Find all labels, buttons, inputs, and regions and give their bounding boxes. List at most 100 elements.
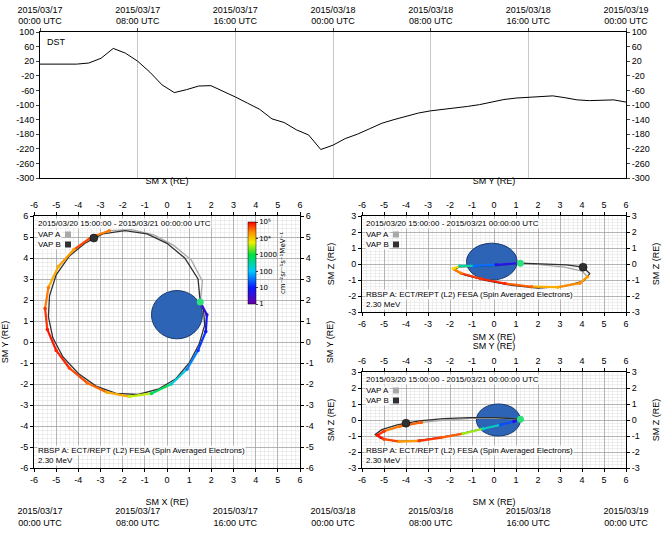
svg-text:2015/03/1716:00 UTC: 2015/03/1716:00 UTC — [213, 5, 258, 27]
svg-text:0: 0 — [491, 319, 496, 329]
svg-text:3: 3 — [557, 200, 562, 210]
svg-text:-3: -3 — [424, 475, 432, 485]
svg-text:2: 2 — [535, 200, 540, 210]
svg-text:3: 3 — [557, 319, 562, 329]
svg-text:60: 60 — [632, 42, 642, 52]
svg-text:-6: -6 — [30, 200, 38, 210]
svg-text:2015/03/1900:00 UTC: 2015/03/1900:00 UTC — [603, 5, 648, 27]
svg-text:-6: -6 — [358, 200, 366, 210]
svg-text:-2: -2 — [348, 447, 356, 457]
svg-text:1000: 1000 — [259, 251, 277, 259]
svg-text:SM Y (RE): SM Y (RE) — [473, 176, 516, 186]
svg-text:2: 2 — [209, 200, 214, 210]
svg-text:SM Z (RE): SM Z (RE) — [326, 399, 336, 442]
svg-text:-5: -5 — [380, 475, 388, 485]
svg-text:2015/03/1816:00 UTC: 2015/03/1816:00 UTC — [506, 5, 551, 27]
svg-text:SM Z (RE): SM Z (RE) — [651, 243, 661, 286]
svg-text:3: 3 — [231, 200, 236, 210]
svg-text:RBSP A: ECT/REPT (L2) FESA (Sp: RBSP A: ECT/REPT (L2) FESA (Spin Average… — [366, 446, 573, 455]
svg-text:2.30 MeV: 2.30 MeV — [366, 456, 401, 465]
svg-text:SM X (RE): SM X (RE) — [145, 176, 188, 186]
svg-text:-2: -2 — [632, 291, 640, 301]
svg-text:2: 2 — [632, 227, 637, 237]
svg-text:100: 100 — [19, 27, 34, 37]
svg-text:2: 2 — [632, 383, 637, 393]
svg-text:60: 60 — [24, 42, 34, 52]
svg-text:0: 0 — [491, 475, 496, 485]
svg-text:20: 20 — [24, 56, 34, 66]
svg-text:cm⁻²sr⁻¹s⁻¹MeV⁻¹: cm⁻²sr⁻¹s⁻¹MeV⁻¹ — [279, 232, 287, 294]
svg-text:3: 3 — [306, 274, 311, 284]
svg-text:-6: -6 — [358, 356, 366, 366]
svg-text:-60: -60 — [632, 86, 645, 96]
svg-text:-220: -220 — [632, 144, 650, 154]
svg-text:2015/03/1716:00 UTC: 2015/03/1716:00 UTC — [213, 506, 258, 528]
svg-text:3: 3 — [351, 211, 356, 221]
svg-text:-4: -4 — [306, 421, 314, 431]
svg-text:-5: -5 — [52, 200, 60, 210]
svg-text:-2: -2 — [348, 291, 356, 301]
svg-text:0: 0 — [306, 337, 311, 347]
svg-text:-2: -2 — [446, 475, 454, 485]
svg-text:-5: -5 — [52, 475, 60, 485]
svg-text:6: 6 — [306, 211, 311, 221]
svg-text:-260: -260 — [632, 159, 650, 169]
svg-text:2015/03/1700:00 UTC: 2015/03/1700:00 UTC — [17, 506, 62, 528]
svg-text:-1: -1 — [141, 200, 149, 210]
svg-text:10⁴: 10⁴ — [259, 235, 271, 243]
svg-text:1: 1 — [187, 200, 192, 210]
svg-text:0: 0 — [164, 475, 169, 485]
svg-text:-4: -4 — [402, 319, 410, 329]
svg-text:-2: -2 — [446, 200, 454, 210]
svg-text:1: 1 — [513, 356, 518, 366]
svg-text:-60: -60 — [21, 86, 34, 96]
svg-text:0: 0 — [351, 259, 356, 269]
svg-text:-3: -3 — [424, 356, 432, 366]
svg-text:-1: -1 — [468, 356, 476, 366]
svg-text:RBSP A: ECT/REPT (L2) FESA (Sp: RBSP A: ECT/REPT (L2) FESA (Spin Average… — [366, 290, 573, 299]
svg-text:-6: -6 — [20, 463, 28, 473]
svg-text:4: 4 — [253, 475, 258, 485]
svg-text:2: 2 — [23, 295, 28, 305]
svg-text:5: 5 — [601, 475, 606, 485]
svg-text:-1: -1 — [348, 431, 356, 441]
svg-text:-2: -2 — [632, 447, 640, 457]
svg-text:100: 100 — [632, 27, 647, 37]
svg-text:6: 6 — [297, 475, 302, 485]
svg-text:3: 3 — [632, 211, 637, 221]
svg-text:2: 2 — [351, 383, 356, 393]
svg-text:2: 2 — [535, 356, 540, 366]
svg-text:-4: -4 — [402, 200, 410, 210]
svg-text:1: 1 — [513, 319, 518, 329]
svg-text:5: 5 — [275, 475, 280, 485]
svg-text:1: 1 — [513, 200, 518, 210]
svg-text:-3: -3 — [424, 319, 432, 329]
svg-text:-180: -180 — [632, 129, 650, 139]
svg-text:2015/03/1816:00 UTC: 2015/03/1816:00 UTC — [506, 506, 551, 528]
svg-text:1: 1 — [306, 316, 311, 326]
svg-text:2.30 MeV: 2.30 MeV — [366, 300, 401, 309]
svg-text:0: 0 — [351, 415, 356, 425]
svg-text:-140: -140 — [16, 115, 34, 125]
svg-text:-220: -220 — [16, 144, 34, 154]
svg-text:1: 1 — [23, 316, 28, 326]
svg-text:3: 3 — [632, 367, 637, 377]
svg-text:-3: -3 — [96, 475, 104, 485]
svg-text:-180: -180 — [16, 129, 34, 139]
svg-text:-4: -4 — [74, 475, 82, 485]
svg-text:-1: -1 — [632, 431, 640, 441]
svg-text:-2: -2 — [119, 200, 127, 210]
svg-text:VAP B: VAP B — [366, 396, 389, 405]
svg-text:2015/03/1800:00 UTC: 2015/03/1800:00 UTC — [310, 506, 355, 528]
svg-text:2: 2 — [535, 475, 540, 485]
svg-text:2015/03/1708:00 UTC: 2015/03/1708:00 UTC — [115, 506, 160, 528]
svg-text:6: 6 — [297, 200, 302, 210]
svg-text:-1: -1 — [348, 275, 356, 285]
svg-text:RBSP A: ECT/REPT (L2) FESA (Sp: RBSP A: ECT/REPT (L2) FESA (Spin Average… — [38, 446, 245, 455]
svg-text:4: 4 — [253, 200, 258, 210]
svg-text:0: 0 — [164, 200, 169, 210]
svg-text:SM X (RE): SM X (RE) — [472, 332, 515, 342]
svg-text:5: 5 — [275, 200, 280, 210]
svg-text:3: 3 — [557, 475, 562, 485]
svg-text:SM Y (RE): SM Y (RE) — [0, 321, 10, 364]
